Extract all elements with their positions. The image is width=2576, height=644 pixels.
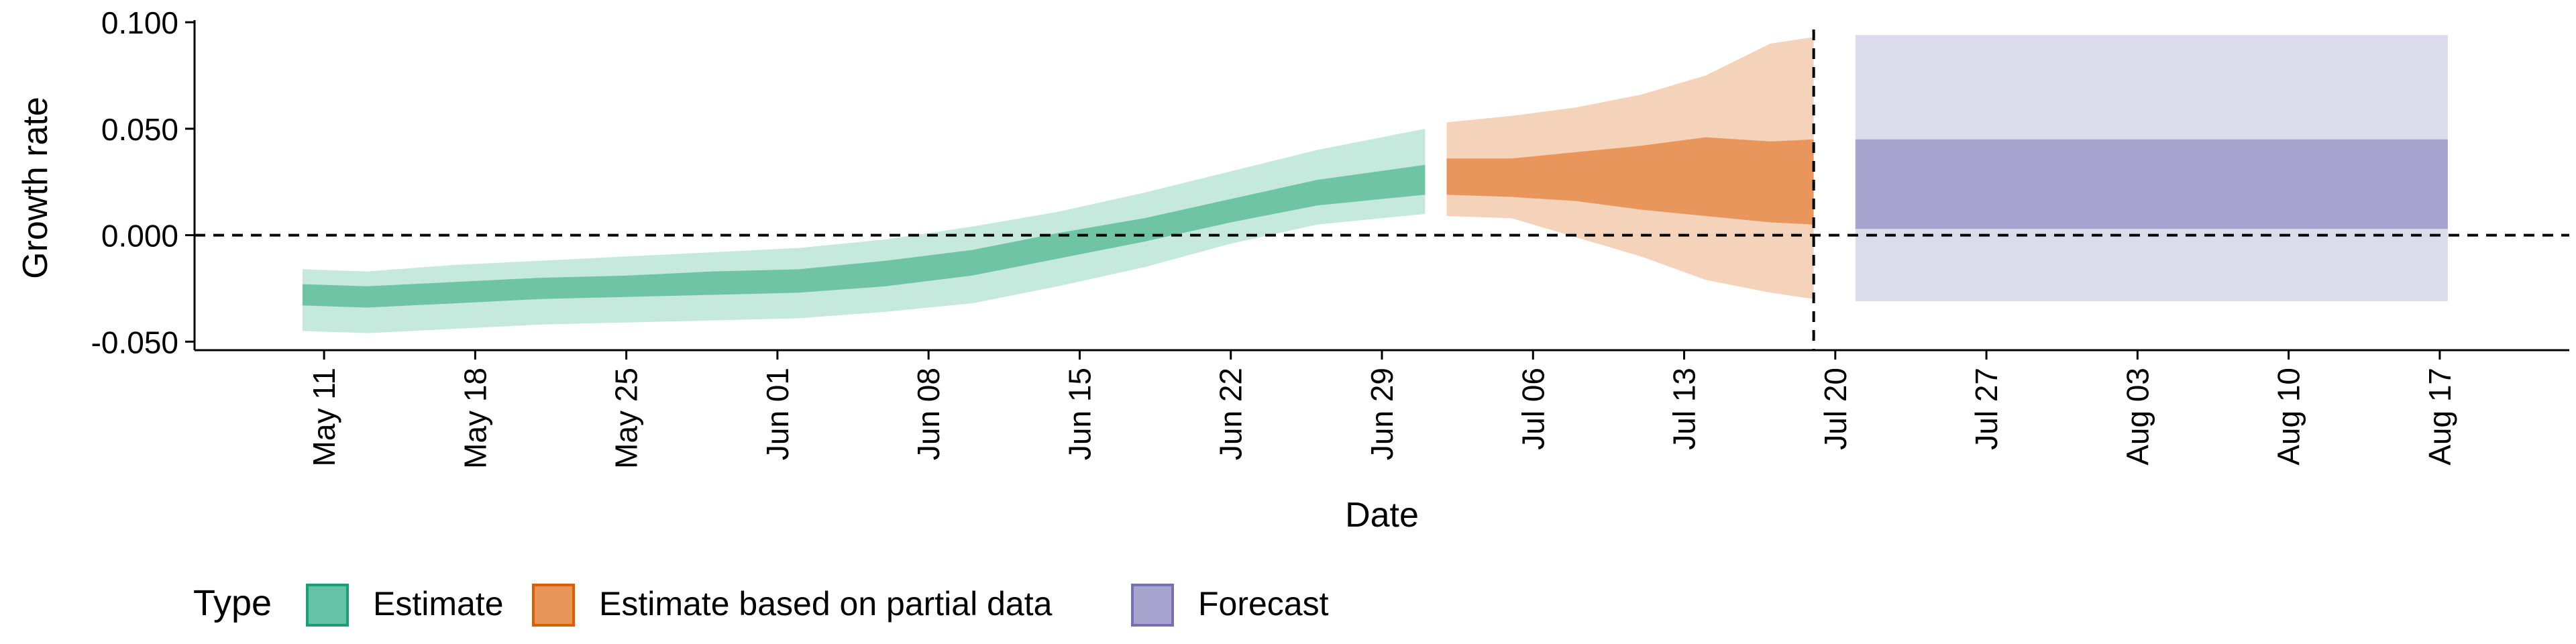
y-tick-label: -0.050 — [91, 325, 178, 360]
x-tick-label: Aug 03 — [2120, 368, 2155, 466]
x-tick-label: Jul 27 — [1969, 368, 2004, 450]
x-tick-label: Jul 13 — [1667, 368, 1702, 450]
y-axis-title: Growth rate — [16, 97, 55, 279]
legend: Type Estimate Estimate based on partial d… — [193, 583, 1329, 627]
forecast-inner-band — [1855, 139, 2448, 229]
x-tick-label: Jul 06 — [1515, 368, 1550, 450]
legend-swatch — [1131, 584, 1174, 627]
y-tick-label: 0.050 — [101, 112, 178, 147]
reference-lines — [195, 30, 2569, 350]
x-tick-label: May 25 — [609, 368, 644, 469]
ribbon-layer — [302, 35, 2448, 333]
legend-swatch — [532, 584, 575, 627]
x-tick-label: Jun 22 — [1214, 368, 1248, 460]
legend-label: Forecast — [1198, 585, 1329, 623]
axes-layer: -0.050 0.000 0.050 0.100 May 11 May 18 May 25 J… — [91, 5, 2569, 469]
x-tick-label: May 11 — [307, 368, 341, 466]
legend-swatch — [306, 584, 349, 627]
estimate-based-on-partial-data-inner-band — [1446, 137, 1814, 225]
x-tick-label: May 18 — [458, 368, 492, 469]
x-tick-label: Jul 20 — [1818, 368, 1853, 450]
y-tick-label: 0.100 — [101, 5, 178, 40]
x-tick-label: Aug 17 — [2422, 368, 2457, 466]
y-tick-label: 0.000 — [101, 219, 178, 254]
legend-label: Estimate — [373, 585, 504, 623]
legend-label: Estimate based on partial data — [599, 585, 1053, 623]
x-tick-label: Jun 15 — [1063, 368, 1097, 460]
x-tick-label: Jun 29 — [1364, 368, 1399, 460]
estimate-inner-band — [302, 164, 1426, 308]
x-tick-label: Jun 01 — [760, 368, 795, 460]
x-axis-title: Date — [1345, 496, 1419, 535]
legend-title: Type — [193, 583, 272, 623]
x-tick-label: Aug 10 — [2271, 368, 2306, 466]
x-tick-label: Jun 08 — [911, 368, 946, 460]
